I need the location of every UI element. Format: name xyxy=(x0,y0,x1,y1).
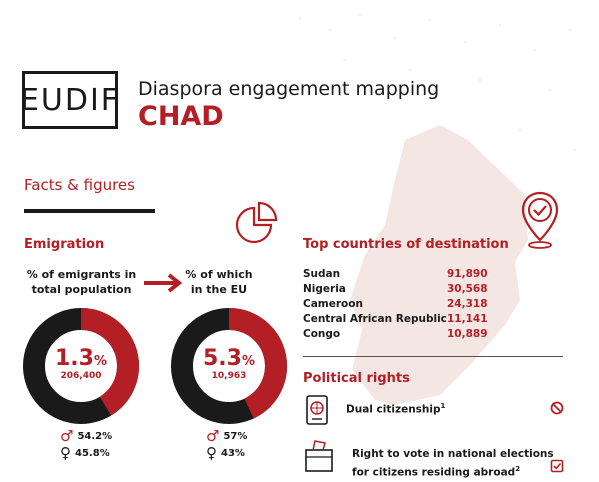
destination-value: 30,568 xyxy=(447,283,488,295)
destination-country: Cameroon xyxy=(303,298,363,310)
eu-male-value: 57 xyxy=(223,430,238,442)
total-population-donut xyxy=(23,308,139,424)
total-population-label: % of emigrants in total population xyxy=(24,267,139,297)
vote-line2: for citizens residing abroad xyxy=(352,466,516,479)
eu-female-value: 43 xyxy=(221,447,235,459)
eu-label-line1: % of which xyxy=(185,268,253,281)
eudif-logo: EUDIF xyxy=(19,71,121,129)
destination-value: 11,141 xyxy=(447,313,488,325)
destination-country: Sudan xyxy=(303,268,341,280)
total-percent-value: 1.3 xyxy=(54,346,94,371)
eu-share-donut xyxy=(171,308,287,424)
eu-emigrant-count: 10,963 xyxy=(211,371,247,381)
total-female-share: ♀ 45.8% xyxy=(60,444,110,462)
total-donut-label: 1.3% 206,400 xyxy=(22,346,140,381)
section-divider xyxy=(303,356,563,357)
location-check-icon xyxy=(521,191,559,249)
vote-line1: Right to vote in national elections xyxy=(352,448,554,460)
eu-female-share: ♀ 43% xyxy=(206,444,245,462)
donut-share-arc xyxy=(80,308,139,416)
destination-country: Nigeria xyxy=(303,283,346,295)
emigration-heading: Emigration xyxy=(24,237,105,252)
not-allowed-icon xyxy=(550,401,564,415)
pct-suffix: % xyxy=(99,447,110,459)
facts-heading: Facts & figures xyxy=(24,176,135,194)
footnote-marker: 2 xyxy=(515,465,521,473)
total-male-share: ♂ 54.2% xyxy=(60,427,112,445)
political-rights-heading: Political rights xyxy=(303,371,410,386)
eu-percent-sign: % xyxy=(241,354,255,369)
destinations-heading: Top countries of destination xyxy=(303,237,509,252)
total-label-line2: total population xyxy=(31,283,132,296)
eu-donut-label: 5.3% 10,963 xyxy=(170,346,288,381)
total-emigrant-count: 206,400 xyxy=(60,371,102,381)
destination-country: Congo xyxy=(303,328,341,340)
total-female-value: 45.8 xyxy=(75,447,100,459)
eu-share-label: % of which in the EU xyxy=(171,267,267,297)
male-symbol-icon: ♂ xyxy=(60,427,74,445)
checkbox-checked-icon xyxy=(550,459,564,473)
total-percent-sign: % xyxy=(93,354,107,369)
total-male-value: 54.2 xyxy=(77,430,103,442)
eu-label-line2: in the EU xyxy=(190,283,248,296)
donut-share-arc xyxy=(228,308,287,419)
total-label-line1: % of emigrants in xyxy=(26,268,137,281)
page-title: Diaspora engagement mapping xyxy=(138,78,440,100)
male-symbol-icon: ♂ xyxy=(206,427,220,445)
footnote-marker: 1 xyxy=(440,402,446,410)
destination-value: 24,318 xyxy=(447,298,488,310)
eu-percent-value: 5.3 xyxy=(202,346,242,371)
vote-abroad-label: Right to vote in national elections for … xyxy=(352,447,554,481)
pct-suffix: % xyxy=(237,430,248,442)
pct-suffix: % xyxy=(102,430,113,442)
ballot-box-icon xyxy=(305,440,333,472)
female-symbol-icon: ♀ xyxy=(60,444,71,462)
country-name: CHAD xyxy=(138,101,224,132)
destination-value: 91,890 xyxy=(447,268,488,280)
logo-text: EUDIF xyxy=(19,82,121,118)
arrow-right-icon xyxy=(144,273,183,293)
pie-chart-icon xyxy=(235,201,278,244)
dual-citizenship-text: Dual citizenship xyxy=(346,403,441,416)
dual-citizenship-label: Dual citizenship1 xyxy=(346,402,445,416)
passport-icon xyxy=(306,395,328,425)
destination-country: Central African Republic xyxy=(303,313,447,325)
eu-male-share: ♂ 57% xyxy=(206,427,247,445)
pct-suffix: % xyxy=(234,447,245,459)
destination-value: 10,889 xyxy=(447,328,488,340)
female-symbol-icon: ♀ xyxy=(206,444,217,462)
facts-underline xyxy=(24,209,155,213)
